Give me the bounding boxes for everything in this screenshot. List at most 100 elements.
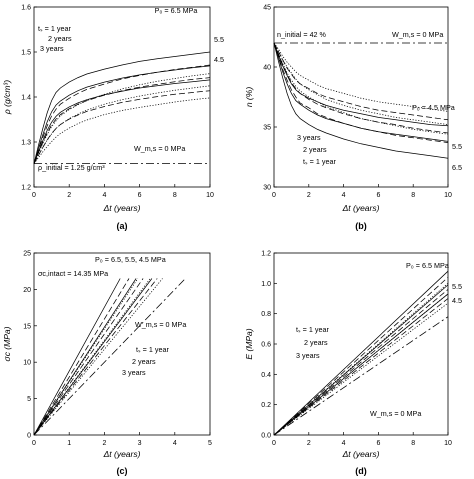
panel-d-series-line: [273, 302, 449, 436]
panel-a: 0 2 4 6 8 10 1.2 1.3 1.4 1.5 1.6 Δt (years) ρ (g/c…: [2, 5, 224, 232]
panel-d-ytick-label: 0.2: [261, 402, 271, 409]
panel-b-ts2-label: 2 years: [303, 145, 327, 154]
panel-a-xtick-label: 8: [173, 192, 177, 199]
panel-c-xtick-label: 4: [173, 440, 177, 447]
panel-d-plot: 0 2 4 6 8 10 0.0 0.2 0.4 0.6 0.8 1.0 1.2: [261, 251, 452, 448]
panel-d-series-line: [273, 298, 449, 436]
panel-b-xlabel: Δt (years): [342, 203, 380, 213]
panel-d-series-line: [273, 284, 449, 436]
panel-a-xtick-label: 10: [206, 192, 214, 199]
panel-b-ts3-label: 3 years: [297, 133, 321, 142]
panel-a-ytick-label: 1.4: [21, 95, 31, 102]
panel-c-plot: 0 1 2 3 4 5 0 5 10 15 20 25: [23, 251, 212, 448]
panel-c-wms-label: W_m,s = 0 MPa: [135, 320, 186, 329]
panel-b-xtick-label: 0: [272, 192, 276, 199]
panel-d-level-55: 5.5: [452, 282, 462, 291]
panel-c-series-line: [33, 278, 163, 436]
panel-a-series-line: [33, 90, 211, 164]
panel-b-xtick-label: 6: [376, 192, 380, 199]
panel-b-initial-label: n_initial = 42 %: [277, 30, 327, 39]
panel-c-series-line: [33, 278, 158, 436]
panel-b-series-line: [273, 42, 449, 121]
panel-d-xtick-label: 10: [444, 440, 452, 447]
panel-a-series-line: [33, 77, 211, 164]
panel-a-plot: 0 2 4 6 8 10 1.2 1.3 1.4 1.5 1.6: [21, 5, 214, 200]
panel-b-ytick-label: 35: [263, 125, 271, 132]
panel-a-initial-label: ρ_initial = 1.25 g/cm³: [38, 163, 105, 172]
panel-b-ytick-label: 45: [263, 5, 271, 12]
panel-a-level-55: 5.5: [214, 35, 224, 44]
panel-b-xtick-label: 4: [342, 192, 346, 199]
panel-b-level-65: 6.5: [452, 163, 462, 172]
panel-a-ytick-label: 1.3: [21, 140, 31, 147]
panel-c: 0 1 2 3 4 5 0 5 10 15 20 25 Δt (years) σc (MPa) (c)…: [2, 251, 212, 477]
panel-c-xtick-label: 3: [138, 440, 142, 447]
panel-b-xtick-label: 8: [411, 192, 415, 199]
panel-d: 0 2 4 6 8 100.00.20.40.60.81.01.2 Δt (years) …: [244, 251, 462, 477]
panel-a-xlabel: Δt (years): [103, 203, 141, 213]
panel-d-xlabel: Δt (years): [342, 449, 380, 459]
panel-c-ytick-label: 25: [23, 251, 31, 258]
panel-d-frame: [273, 252, 449, 436]
panel-c-p0-label: P₀ = 6.5, 5.5, 4.5 MPa: [95, 255, 166, 264]
panel-b-series-line: [273, 42, 449, 135]
panel-b-level-55: 5.5: [452, 142, 462, 151]
panel-b-series-line: [273, 42, 449, 134]
panel-d-ytick-label: 1.0: [261, 281, 271, 288]
panel-b-frame: [273, 6, 449, 188]
panel-b-series-line: [273, 42, 449, 159]
panel-c-xtick-label: 1: [67, 440, 71, 447]
panel-c-xtick-label: 5: [208, 440, 212, 447]
panel-c-series-line: [33, 278, 186, 436]
panel-d-ts3-label: 3 years: [296, 351, 320, 360]
panel-d-series-line: [273, 316, 449, 436]
panel-c-series-line: [33, 278, 153, 436]
panel-a-ytick-label: 1.6: [21, 5, 31, 12]
panel-d-xtick-label: 8: [411, 440, 415, 447]
panel-b-p0-label: P₀ = 4.5 MPa: [412, 103, 455, 112]
panel-c-ylabel: σc (MPa): [2, 326, 12, 361]
panel-a-ts2-label: 2 years: [48, 34, 72, 43]
panel-d-series-line: [273, 293, 449, 436]
panel-a-level-45: 4.5: [214, 55, 224, 64]
panel-a-wms-label: W_m,s = 0 MPa: [134, 144, 185, 153]
panel-d-ytick-label: 0.6: [261, 342, 271, 349]
panel-c-ytick-label: 5: [27, 396, 31, 403]
panel-b-ytick-label: 40: [263, 65, 271, 72]
panel-c-label: (c): [117, 466, 128, 476]
panel-b-series-line: [273, 42, 449, 127]
panel-d-label: (d): [355, 466, 367, 476]
panel-c-ytick-label: 15: [23, 323, 31, 330]
panel-c-ytick-label: 0: [27, 433, 31, 440]
panel-b-xtick-label: 2: [307, 192, 311, 199]
panel-b-series-line: [273, 42, 449, 142]
panel-b-series-line: [273, 42, 449, 143]
panel-b-wms-label: W_m,s = 0 MPa: [392, 30, 443, 39]
panel-c-xlabel: Δt (years): [103, 449, 141, 459]
panel-a-label: (a): [117, 221, 128, 231]
panel-d-wms-label: W_m,s = 0 MPa: [370, 409, 421, 418]
panel-a-series-line: [33, 51, 211, 164]
panel-d-ytick-label: 0.8: [261, 311, 271, 318]
panel-a-series-line: [33, 85, 211, 164]
panel-d-ytick-label: 1.2: [261, 251, 271, 258]
panel-a-series-line: [33, 65, 211, 164]
panel-d-series-line: [273, 270, 449, 436]
panel-c-series-line: [33, 278, 137, 436]
panel-d-xtick-label: 2: [307, 440, 311, 447]
panel-c-series-line: [33, 278, 130, 436]
panel-a-ylabel: ρ (g/cm³): [2, 80, 12, 115]
panel-d-series-line: [273, 289, 449, 436]
panel-b-xtick-label: 10: [444, 192, 452, 199]
panel-c-ts3-label: 3 years: [122, 368, 146, 377]
panel-c-ytick-label: 10: [23, 360, 31, 367]
panel-b-ylabel: n (%): [244, 87, 254, 107]
panel-b-label: (b): [355, 221, 367, 231]
panel-a-ytick-label: 1.5: [21, 50, 31, 57]
panel-c-ytick-label: 20: [23, 287, 31, 294]
panel-a-xtick-label: 0: [32, 192, 36, 199]
panel-d-level-45: 4.5: [452, 296, 462, 305]
panel-b-plot: 0 2 4 6 8 10 30 35 40 45: [263, 5, 452, 200]
panel-a-xtick-label: 6: [138, 192, 142, 199]
